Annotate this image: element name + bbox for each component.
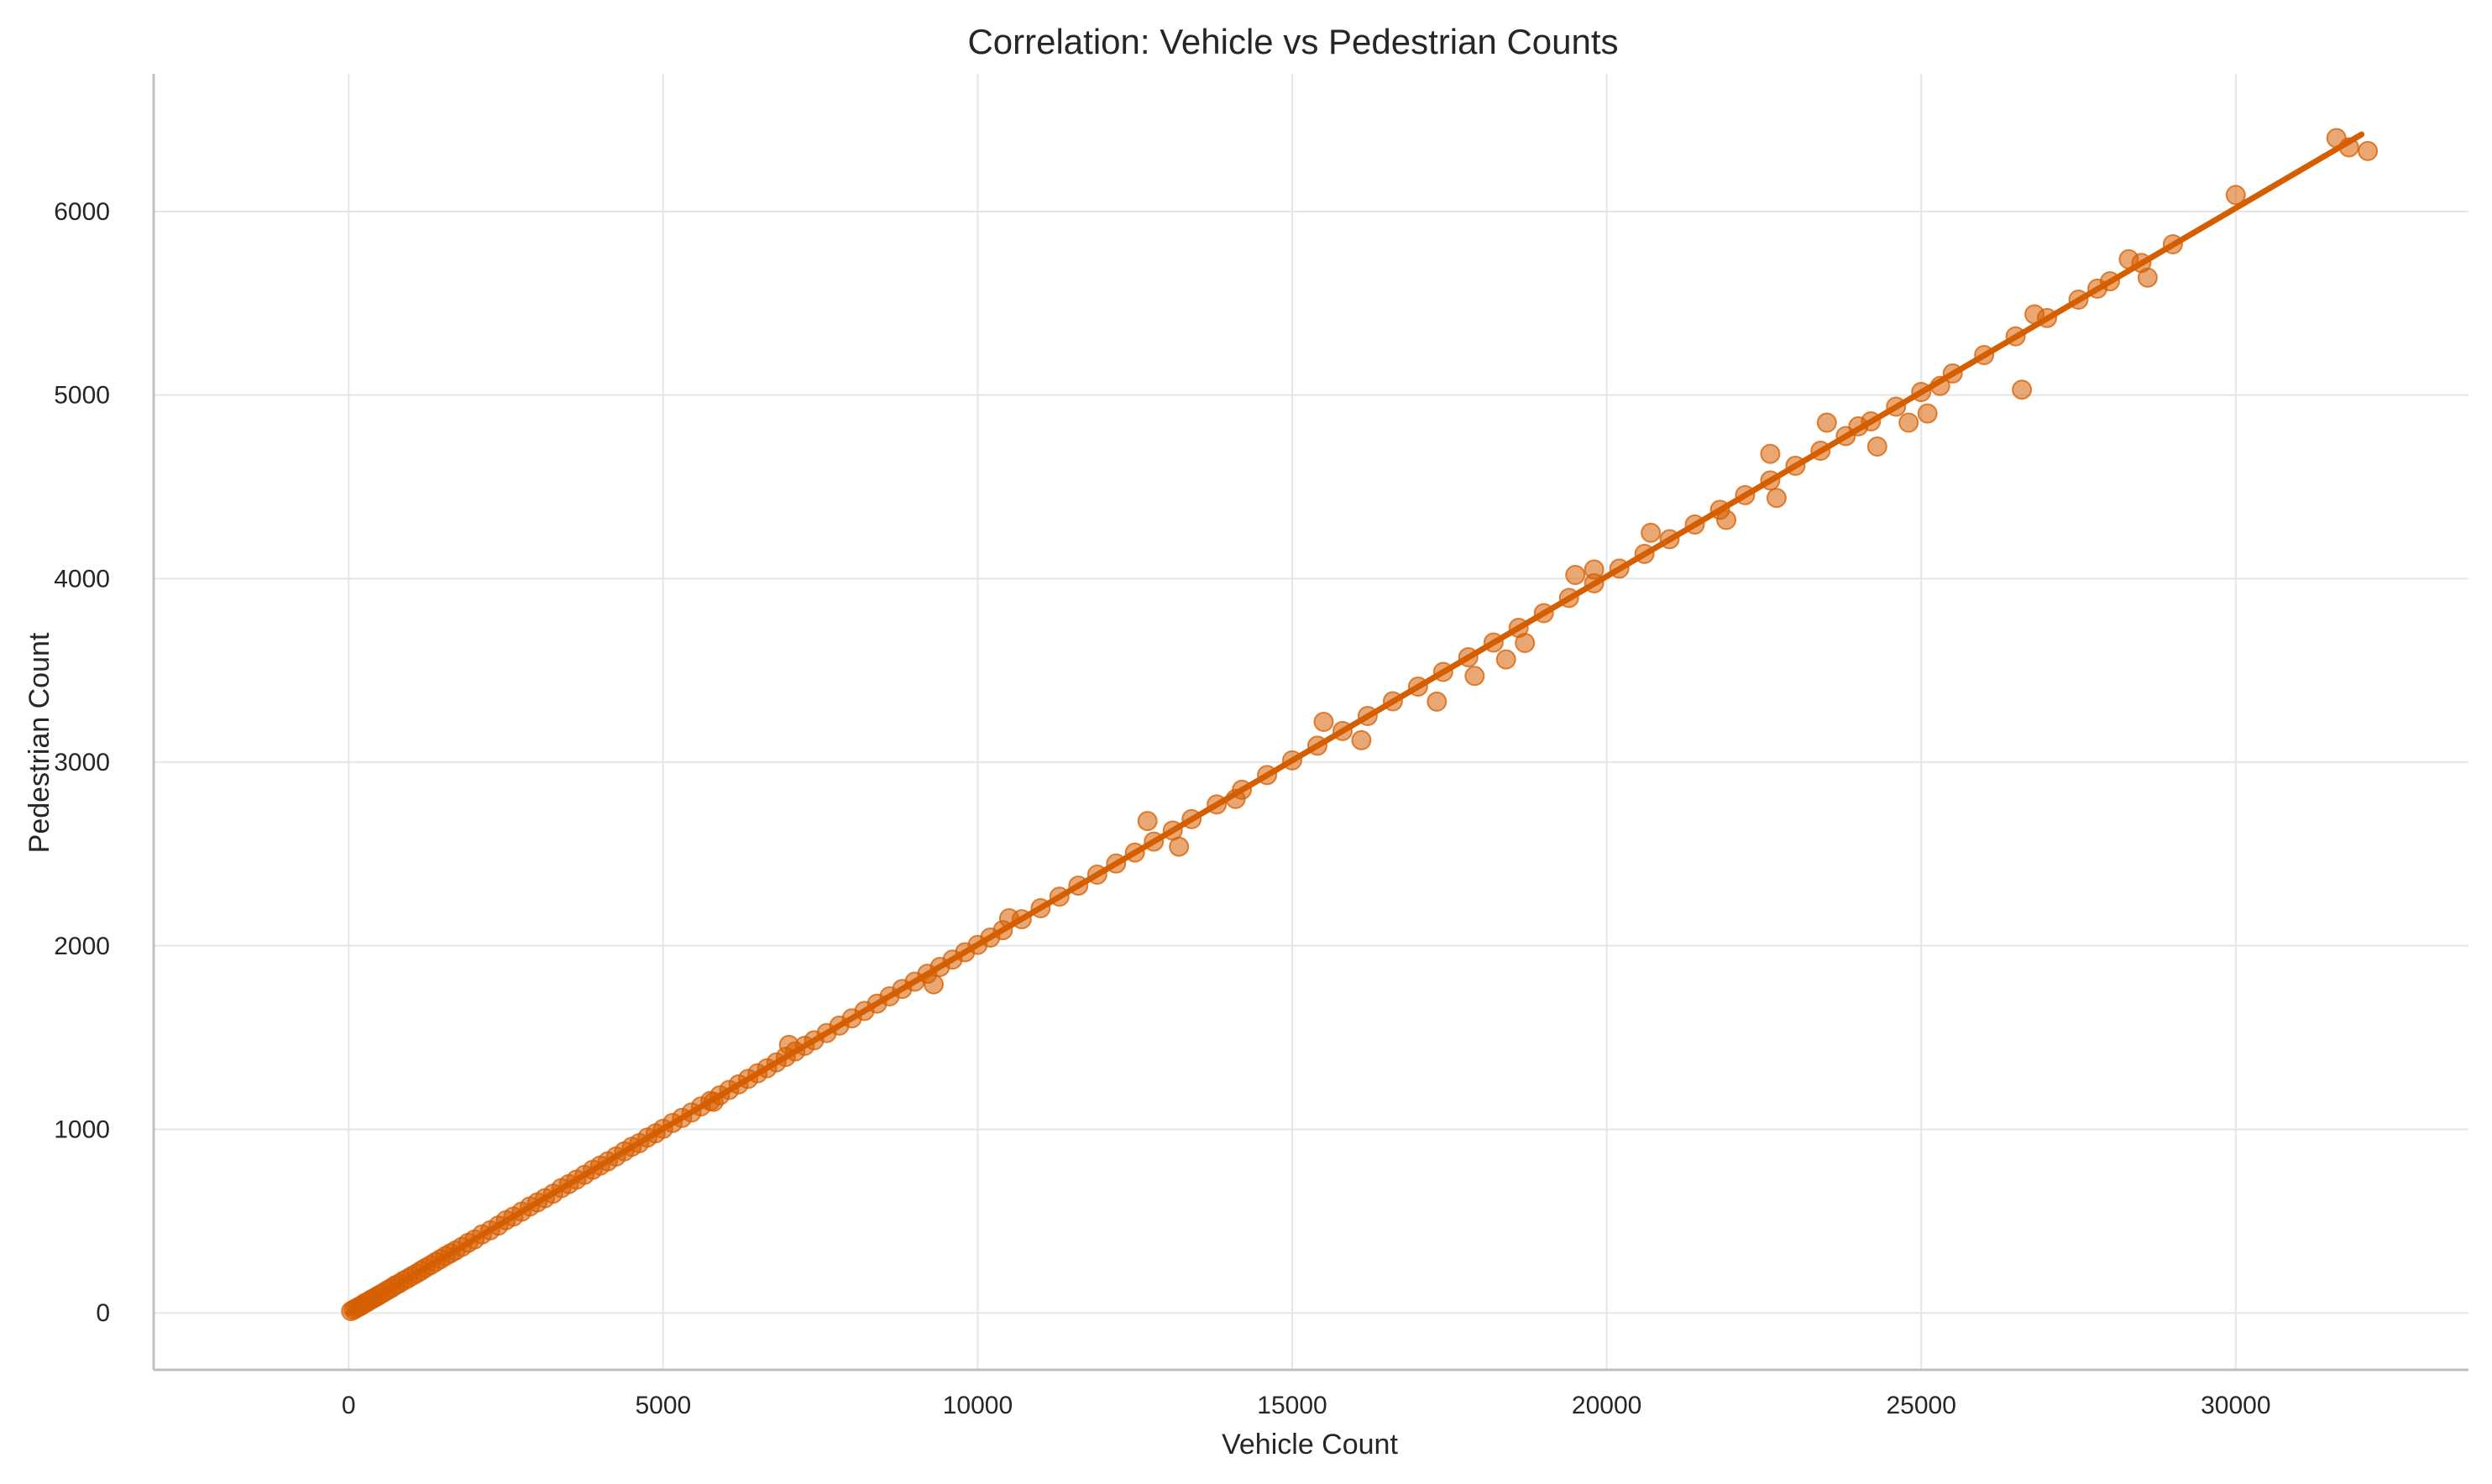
regression-line	[345, 131, 2365, 1316]
data-point	[1313, 712, 1334, 732]
data-point	[1716, 509, 1736, 530]
data-point	[1816, 412, 1837, 433]
data-point	[1584, 559, 1605, 580]
data-point	[1917, 403, 1938, 424]
data-point	[1495, 649, 1516, 670]
x-tick-label: 0	[342, 1392, 356, 1419]
data-point	[1351, 729, 1372, 750]
points-layer	[341, 128, 2379, 1321]
data-point	[1866, 436, 1887, 457]
data-point	[1515, 633, 1536, 653]
y-tick-label: 4000	[54, 565, 110, 593]
data-point	[1137, 811, 1158, 832]
chart-title: Correlation: Vehicle vs Pedestrian Count…	[967, 22, 1618, 61]
data-point	[2225, 185, 2246, 206]
data-point	[1766, 488, 1787, 509]
y-tick-label: 1000	[54, 1116, 110, 1144]
data-point	[2137, 267, 2158, 288]
y-tick-label: 2000	[54, 933, 110, 960]
y-tick-label: 0	[96, 1299, 110, 1327]
regression-line-layer	[345, 131, 2365, 1316]
y-axis-label: Pedestrian Count	[24, 632, 55, 853]
x-tick-label: 25000	[1886, 1392, 1955, 1419]
y-tick-label: 5000	[54, 382, 110, 410]
x-tick-label: 5000	[635, 1392, 691, 1419]
tick-labels: 0 5000 10000 15000 20000 25000 30000 0 1000 2000 3…	[54, 198, 2270, 1419]
x-tick-label: 10000	[943, 1392, 1013, 1419]
data-point	[1464, 666, 1485, 687]
x-tick-label: 15000	[1257, 1392, 1327, 1419]
data-point	[2358, 140, 2379, 161]
data-point	[1760, 443, 1781, 464]
y-tick-label: 6000	[54, 198, 110, 226]
x-tick-label: 30000	[2201, 1392, 2270, 1419]
grid-layer	[154, 74, 2468, 1370]
data-point	[2012, 379, 2033, 400]
x-tick-label: 20000	[1572, 1392, 1641, 1419]
data-point	[1427, 691, 1448, 712]
axes-spines	[152, 74, 2468, 1372]
data-point	[1898, 412, 1919, 433]
y-tick-label: 3000	[54, 749, 110, 776]
data-point	[1641, 522, 1662, 543]
x-axis-label: Vehicle Count	[1222, 1429, 1398, 1460]
data-point	[1565, 565, 1586, 585]
data-point	[1169, 836, 1190, 857]
data-point	[924, 974, 944, 995]
